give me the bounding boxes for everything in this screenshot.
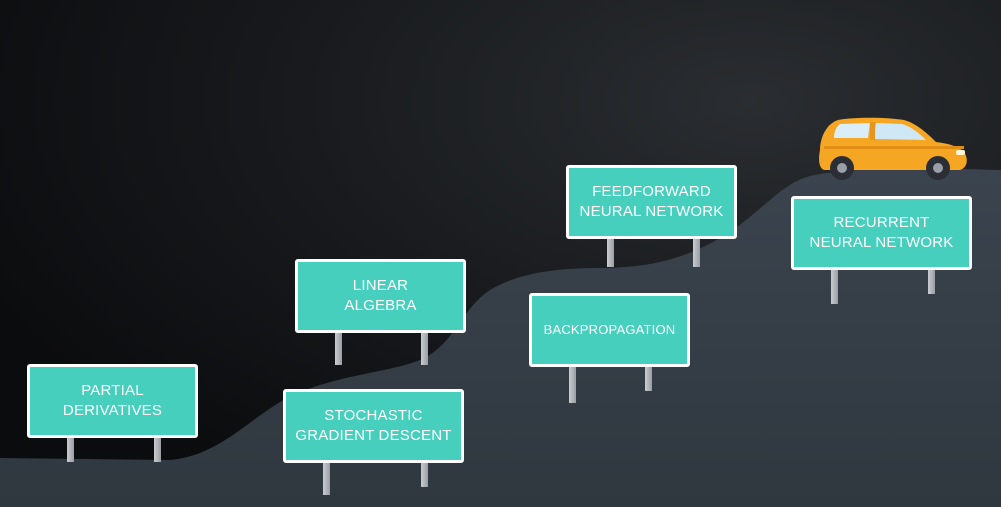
sign-feedforward-neural-network: FEEDFORWARD NEURAL NETWORK [566,165,737,269]
sign-text-line1: FEEDFORWARD [592,183,711,200]
sign-text-line2: ALGEBRA [344,297,417,314]
sign-post-left [323,461,330,495]
sign-text-line1: BACKPROPAGATION [543,322,676,337]
car-hub-rear [837,163,847,173]
car-headlight [956,150,965,155]
sign-partial-derivatives: PARTIAL DERIVATIVES [27,364,198,464]
sign-text-line1: RECURRENT [833,214,930,231]
hill-path [0,168,1001,507]
car-hub-front [933,163,943,173]
car-stripe [824,146,964,149]
car-pillar [870,122,875,140]
sign-text-line2: DERIVATIVES [62,402,163,419]
sign-text-line1: LINEAR [352,277,409,294]
sign-post-right [928,268,935,294]
sign-text-line2: NEURAL NETWORK [579,203,724,220]
sign-board: FEEDFORWARD NEURAL NETWORK [566,165,737,239]
sign-post-right [693,237,700,267]
sign-post-right [154,436,161,462]
sign-board: RECURRENT NEURAL NETWORK [791,196,972,270]
sign-post-right [645,365,652,391]
sign-stochastic-gradient-descent: STOCHASTIC GRADIENT DESCENT [283,389,464,497]
sign-text: RECURRENT NEURAL NETWORK [810,213,954,253]
sign-text: LINEAR ALGEBRA [344,276,416,316]
sign-text-line2: GRADIENT DESCENT [295,427,452,444]
sign-linear-algebra: LINEAR ALGEBRA [295,259,466,367]
sign-text: FEEDFORWARD NEURAL NETWORK [580,182,724,222]
sign-post-left [831,268,838,304]
sign-board: LINEAR ALGEBRA [295,259,466,333]
sign-text: PARTIAL DERIVATIVES [63,381,162,421]
sign-post-left [607,237,614,267]
sign-board: PARTIAL DERIVATIVES [27,364,198,438]
sign-board: BACKPROPAGATION [529,293,690,367]
sign-post-left [569,365,576,403]
sign-text-line1: STOCHASTIC [324,407,423,424]
sign-text: STOCHASTIC GRADIENT DESCENT [295,406,451,446]
sign-board: STOCHASTIC GRADIENT DESCENT [283,389,464,463]
car-icon [819,117,967,180]
sign-text: BACKPROPAGATION [544,320,676,340]
car-window-rear [834,123,870,138]
sign-post-left [67,436,74,462]
car-window-front [874,123,926,140]
sign-text-line2: NEURAL NETWORK [809,234,954,251]
sign-post-right [421,331,428,365]
sign-recurrent-neural-network: RECURRENT NEURAL NETWORK [791,196,972,306]
sign-backpropagation: BACKPROPAGATION [529,293,690,405]
sign-text-line1: PARTIAL [81,382,144,399]
sign-post-right [421,461,428,487]
sign-post-left [335,331,342,365]
